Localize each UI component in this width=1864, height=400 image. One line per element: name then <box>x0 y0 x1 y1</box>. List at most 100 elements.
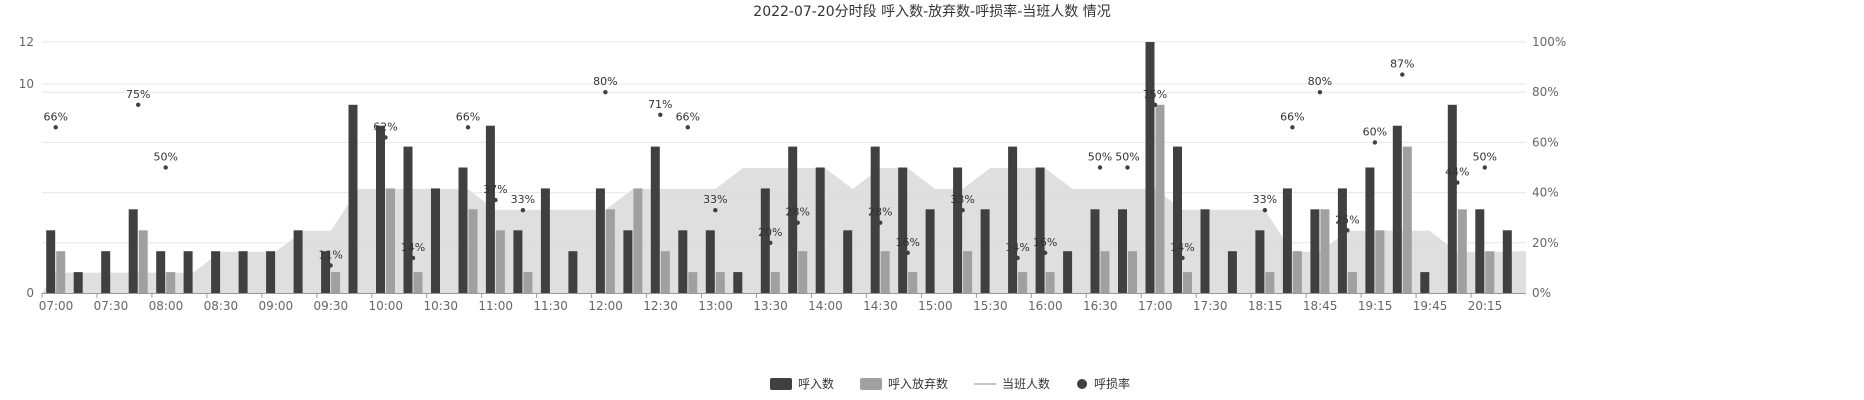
bar-abandoned <box>1100 251 1110 293</box>
bar-incoming <box>870 146 880 293</box>
loss-rate-label: 20% <box>758 226 782 239</box>
bar-abandoned <box>1018 272 1028 293</box>
loss-rate-label: 66% <box>1280 110 1304 123</box>
loss-rate-point <box>328 263 333 268</box>
bar-incoming <box>1035 167 1045 293</box>
bar-incoming <box>348 104 358 294</box>
bar-incoming <box>1227 251 1237 293</box>
loss-rate-label: 16% <box>1033 236 1057 249</box>
bar-incoming <box>650 146 660 293</box>
bar-incoming <box>980 209 990 293</box>
x-tick-label: 18:45 <box>1303 299 1338 313</box>
y-right-tick-label: 20% <box>1532 236 1559 250</box>
x-tick-label: 16:00 <box>1028 299 1063 313</box>
bar-abandoned <box>468 209 478 293</box>
x-tick-label: 15:30 <box>973 299 1008 313</box>
bar-abandoned <box>331 272 341 293</box>
x-tick-label: 09:30 <box>314 299 349 313</box>
bar-abandoned <box>1320 209 1330 293</box>
bar-incoming <box>1145 42 1155 293</box>
bar-incoming <box>266 251 276 293</box>
x-tick-label: 14:00 <box>808 299 843 313</box>
staff-area-fill <box>42 167 1526 293</box>
y-right-tick-label: 40% <box>1532 186 1559 200</box>
bar-incoming <box>128 209 138 293</box>
loss-rate-label: 60% <box>1363 125 1387 138</box>
bar-incoming <box>183 251 193 293</box>
loss-rate-label: 71% <box>648 98 672 111</box>
x-tick-label: 17:00 <box>1138 299 1173 313</box>
x-tick-label: 08:00 <box>149 299 184 313</box>
bar-incoming <box>485 125 495 293</box>
bar-incoming <box>1282 188 1292 293</box>
chart-title: 2022-07-20分时段 呼入数-放弃数-呼损率-当班人数 情况 <box>753 3 1110 20</box>
bar-incoming <box>925 209 935 293</box>
legend-swatch <box>860 378 883 390</box>
loss-rate-point <box>1345 228 1350 233</box>
bar-abandoned <box>166 272 176 293</box>
x-tick-label: 07:00 <box>39 299 74 313</box>
bar-incoming <box>73 272 83 293</box>
x-tick-label: 12:30 <box>643 299 678 313</box>
bar-incoming <box>540 188 550 293</box>
x-tick-label: 11:30 <box>533 299 568 313</box>
loss-rate-label: 28% <box>868 206 892 219</box>
y-right-tick-label: 60% <box>1532 135 1559 149</box>
bar-abandoned <box>1347 272 1357 293</box>
bar-incoming <box>815 167 825 293</box>
bar-abandoned <box>1375 230 1385 294</box>
y-left-tick-label: 0 <box>26 286 34 300</box>
loss-rate-label: 50% <box>153 151 177 164</box>
loss-rate-point <box>1042 250 1048 255</box>
bar-abandoned <box>1265 272 1275 293</box>
loss-rate-point <box>960 208 965 213</box>
legend-label: 呼损率 <box>1094 376 1130 391</box>
legend: 呼入数 呼入放弃数 当班人数 呼损率 <box>770 376 1130 391</box>
loss-rate-point <box>685 125 690 130</box>
loss-rate-label: 80% <box>1308 75 1332 88</box>
loss-rate-point <box>1455 180 1460 185</box>
bar-abandoned <box>1128 251 1137 293</box>
loss-rate-point <box>520 208 526 213</box>
loss-rate-point <box>795 220 800 225</box>
bar-incoming <box>1173 146 1182 293</box>
x-tick-label: 15:00 <box>918 299 953 313</box>
bar-incoming <box>898 167 908 293</box>
x-tick-label: 10:00 <box>368 299 403 313</box>
bar-incoming <box>321 251 331 293</box>
loss-rate-point <box>410 255 416 261</box>
bar-incoming <box>458 167 468 293</box>
y-right-tick-label: 100% <box>1532 35 1566 49</box>
bar-abandoned <box>908 272 918 293</box>
loss-rate-point <box>603 90 608 95</box>
bar-incoming <box>431 188 440 293</box>
loss-rate-point <box>713 208 718 213</box>
x-tick-label: 09:00 <box>259 299 294 313</box>
bar-incoming <box>1475 209 1485 293</box>
loss-rate-point <box>163 165 168 170</box>
x-tick-label: 07:30 <box>94 299 129 313</box>
bar-incoming <box>513 230 523 294</box>
bar-abandoned <box>1457 209 1467 293</box>
x-tick-label: 12:00 <box>588 299 623 313</box>
bar-incoming <box>1090 209 1100 293</box>
loss-rate-label: 33% <box>511 193 535 206</box>
loss-rate-label: 80% <box>593 75 617 88</box>
bar-incoming <box>1255 230 1265 294</box>
bar-abandoned <box>138 230 148 294</box>
bar-abandoned <box>495 230 505 294</box>
loss-rate-label: 33% <box>1253 193 1277 206</box>
y-left-tick-label: 12 <box>19 35 34 49</box>
bar-abandoned <box>386 188 395 293</box>
bar-abandoned <box>963 251 973 293</box>
bar-incoming <box>843 230 853 294</box>
bar-abandoned <box>880 251 890 293</box>
loss-rate-point <box>878 220 883 225</box>
bar-incoming <box>293 230 303 294</box>
loss-rate-label: 75% <box>1143 88 1167 101</box>
bar-incoming <box>1502 230 1512 294</box>
loss-rate-label: 16% <box>895 236 919 249</box>
bar-abandoned <box>605 209 615 293</box>
x-tick-label: 19:15 <box>1358 299 1393 313</box>
